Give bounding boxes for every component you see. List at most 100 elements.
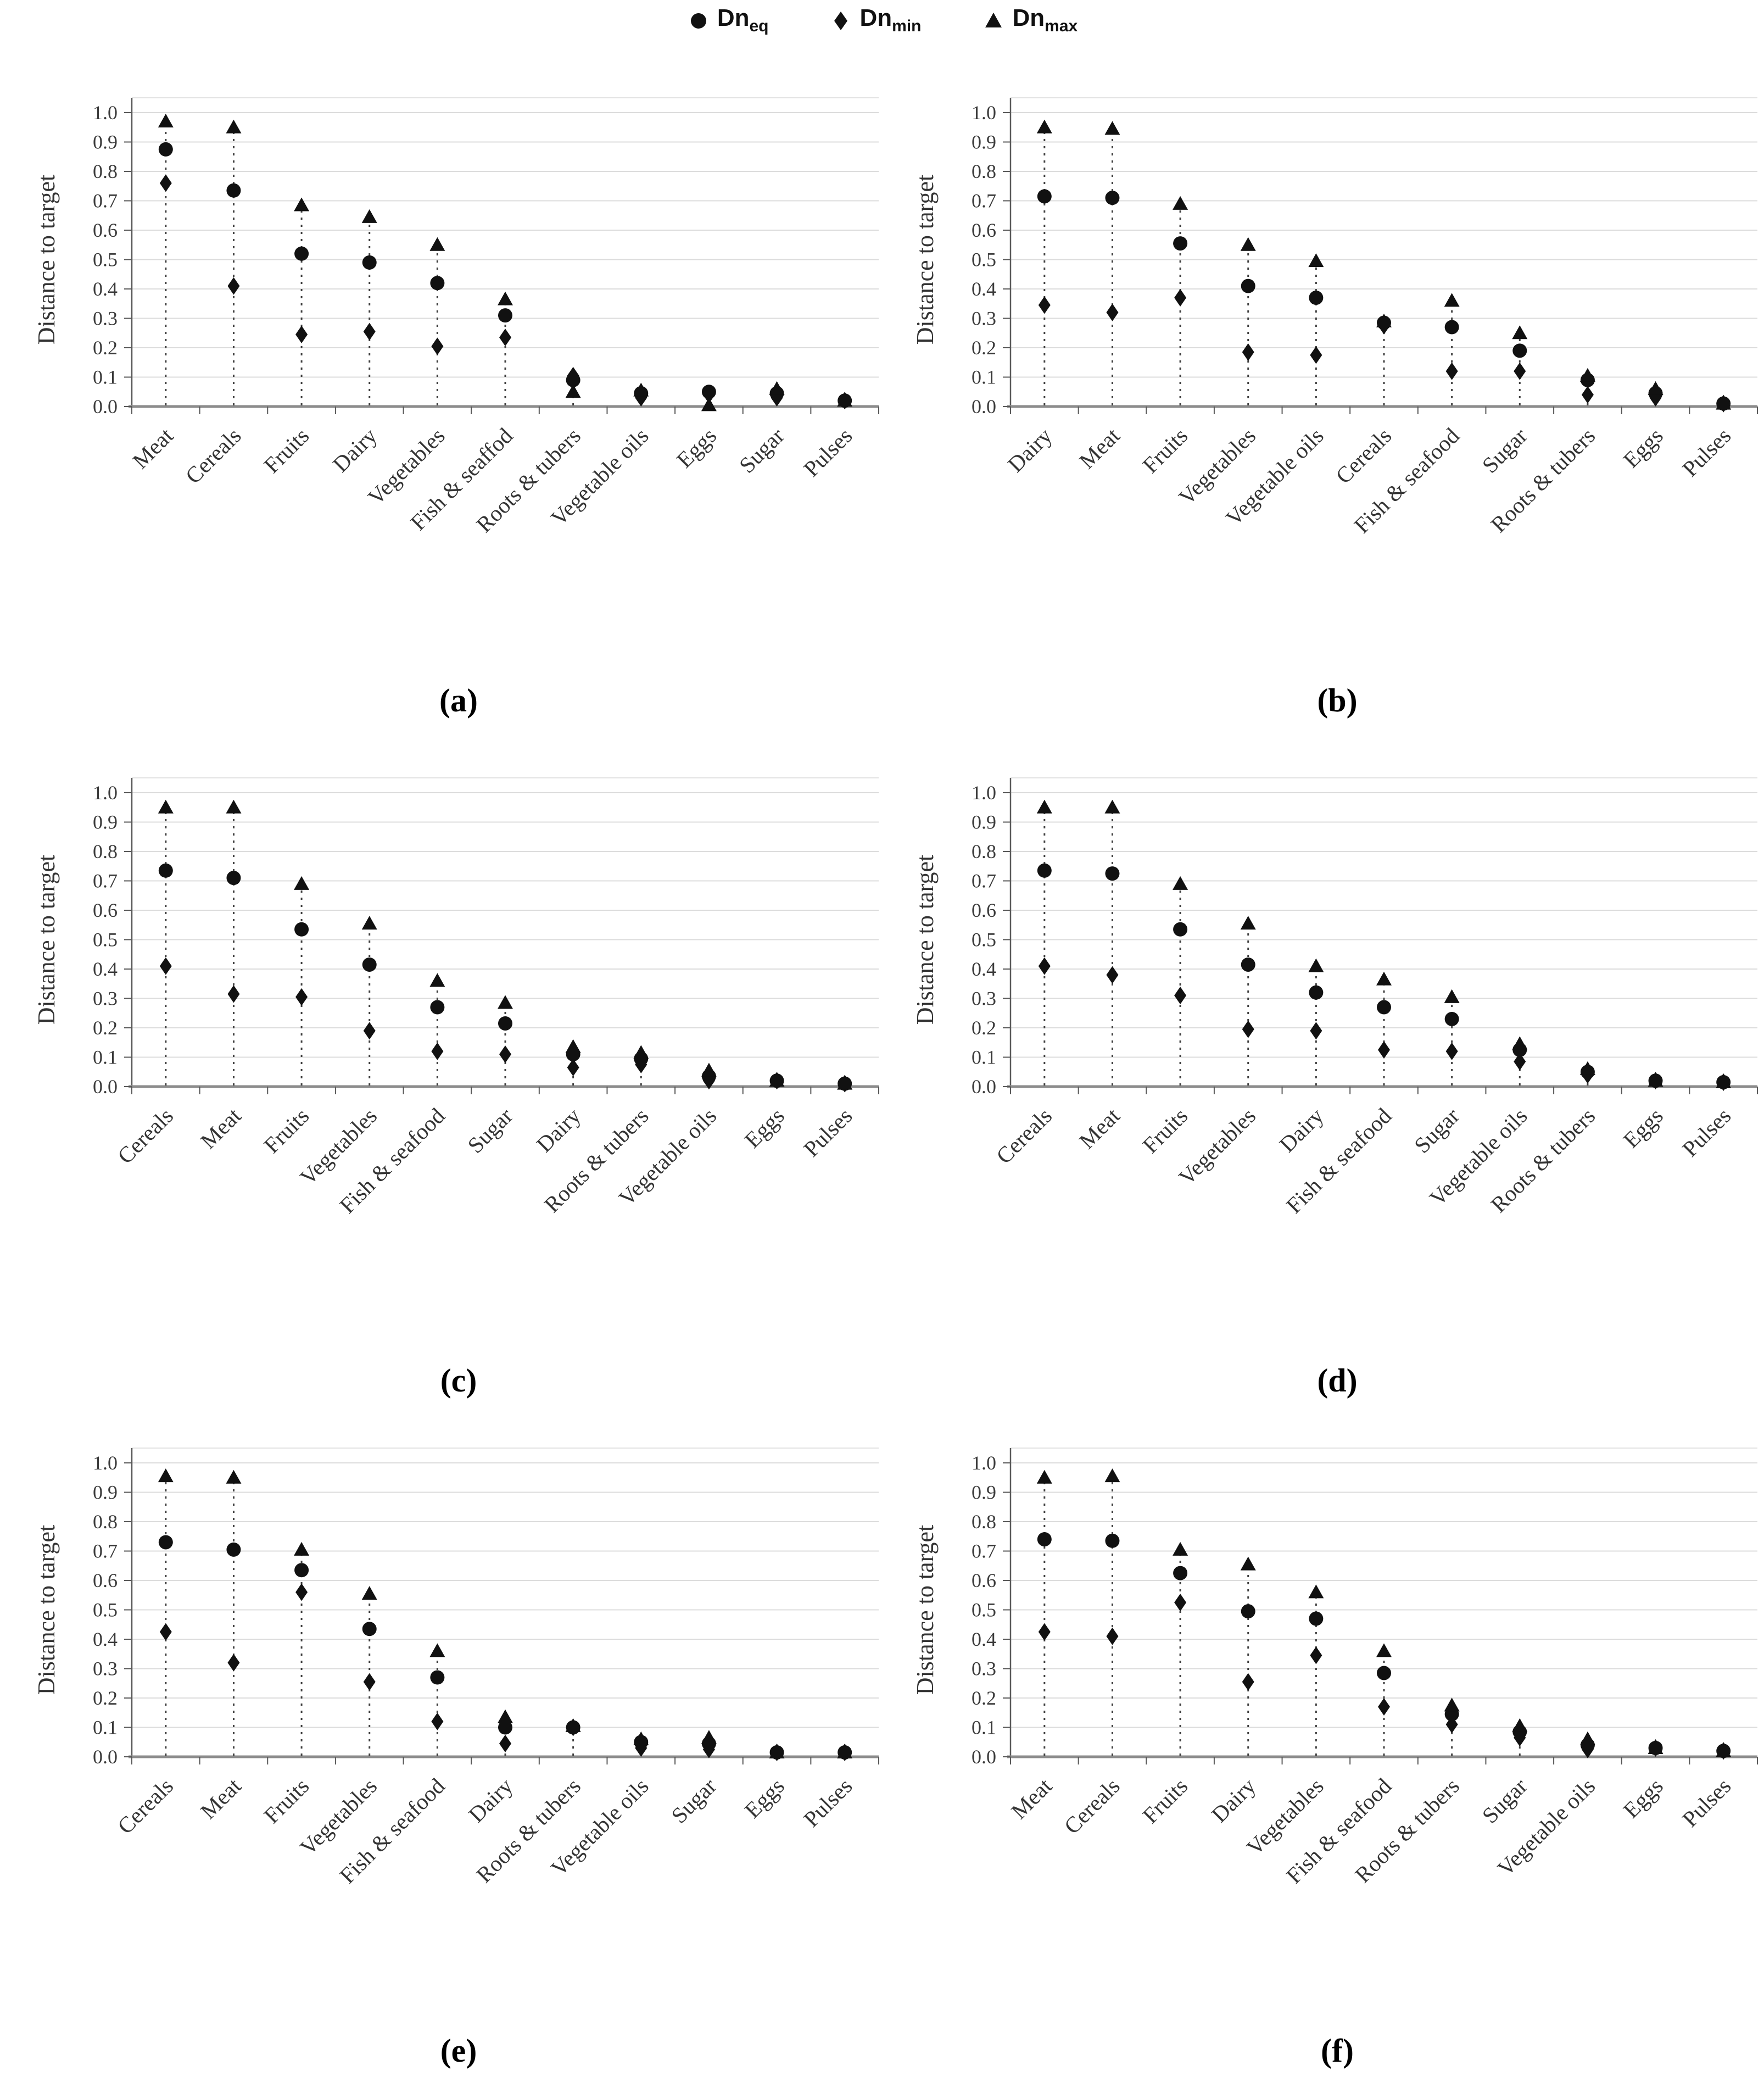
y-tick-label: 0.0 [972,396,996,417]
marker-dn_max [769,1744,785,1758]
y-tick-label: 0.6 [93,1569,118,1591]
marker-dn_max [158,1468,174,1483]
y-tick-label: 0.7 [972,190,996,212]
y-tick-label: 0.5 [972,929,996,951]
marker-dn_max [769,381,785,395]
y-tick-label: 0.0 [93,396,118,417]
marker-dn_min [499,329,511,347]
category-label: Meat [1006,1773,1057,1824]
category-label: Cereals [1059,1773,1124,1839]
category-label: Cereals [180,423,245,488]
y-tick-label: 0.7 [972,1540,996,1562]
marker-dn_max [769,1073,785,1087]
marker-dn_min [1106,1627,1119,1645]
marker-dn_eq [294,246,309,261]
y-tick-label: 0.3 [972,308,996,330]
marker-dn_min [1174,289,1187,307]
marker-dn_min [159,1623,172,1641]
marker-dn_min [227,1654,240,1672]
category-label: Pulses [1677,1773,1736,1832]
marker-dn_min [702,1740,715,1758]
marker-dn_max [565,1718,581,1732]
marker-dn_eq [1444,320,1459,335]
y-tick-label: 0.4 [972,278,996,300]
marker-dn_min [363,322,376,341]
marker-dn_eq [1173,1566,1188,1580]
marker-dn_max [1648,1740,1663,1754]
marker-dn_max [1240,916,1256,930]
marker-dn_eq [1309,291,1324,305]
marker-dn_eq [226,183,241,198]
y-tick-label: 0.5 [972,249,996,271]
marker-dn_min [1514,362,1526,380]
marker-dn_min [1242,1673,1254,1691]
marker-dn_max [1648,1073,1663,1087]
y-tick-label: 0.8 [93,840,118,862]
circle-icon [690,13,706,29]
legend-label: Dnmax [1012,4,1078,35]
marker-dn_max [1716,1743,1732,1757]
marker-dn_max [429,237,445,251]
category-label: Sugar [1477,423,1532,478]
marker-dn_eq [1444,1011,1459,1026]
marker-dn_eq [226,1542,241,1557]
marker-dn_min [499,1045,511,1064]
y-tick-label: 0.4 [972,958,996,980]
marker-dn_min [431,337,444,355]
marker-dn_max [429,973,445,987]
subplot-d: 0.0 0.1 0.2 0.3 0.4 0.5 0.6 0.7 0.8 0.9 1.0 Distanc… [909,751,1764,1400]
category-label: Eggs [1618,423,1668,473]
y-tick-label: 0.2 [93,337,118,359]
marker-dn_min [1106,966,1119,984]
y-tick-label: 0.6 [972,1569,996,1591]
marker-dn_eq [430,276,445,291]
marker-dn_max [1308,958,1324,972]
legend-label-subscript: min [892,16,922,35]
marker-dn_min [1310,1646,1322,1665]
marker-dn_eq [1105,1533,1120,1548]
y-tick-label: 0.0 [972,1076,996,1098]
marker-dn_eq [1173,236,1188,251]
marker-dn_eq [1173,922,1188,937]
category-label: Fruits [259,1103,314,1158]
y-tick-label: 0.9 [93,1482,118,1504]
y-tick-label: 1.0 [972,102,996,124]
marker-dn_max [498,291,513,305]
marker-dn_max [1376,971,1392,986]
y-tick-label: 0.9 [972,811,996,833]
subplot-e: 0.0 0.1 0.2 0.3 0.4 0.5 0.6 0.7 0.8 0.9 1.0 Distanc… [30,1422,887,2070]
category-label: Meat [127,422,178,474]
y-tick-label: 0.8 [972,840,996,862]
y-tick-label: 0.1 [972,366,996,388]
marker-dn_eq [1241,279,1255,293]
marker-dn_max [1648,381,1663,395]
marker-dn_max [1512,1718,1528,1732]
marker-dn_min [1242,1020,1254,1038]
y-tick-label: 1.0 [93,102,118,124]
marker-dn_min [295,325,308,343]
marker-dn_min [431,1042,444,1060]
marker-dn_max [1308,1584,1324,1599]
category-label: Pulses [799,1773,857,1832]
marker-dn_max [633,1045,649,1059]
marker-dn_min [499,1734,511,1752]
marker-dn_max [158,799,174,814]
chart-c: 0.0 0.1 0.2 0.3 0.4 0.5 0.6 0.7 0.8 0.9 1.0 Distanc… [33,777,879,1218]
y-tick-label: 0.7 [93,870,118,892]
marker-dn_max [1173,196,1188,210]
marker-dn_max [701,397,717,411]
y-tick-label: 0.5 [93,1599,118,1621]
marker-dn_min [363,1022,376,1040]
marker-dn_max [158,114,174,128]
marker-dn_max [1579,1731,1595,1745]
y-tick-label: 0.2 [972,1687,996,1709]
marker-dn_min [227,985,240,1003]
y-axis-title: Distance to target [33,855,60,1025]
category-label: Dairy [1003,422,1057,477]
marker-dn_min [1310,346,1322,364]
legend-label-subscript: max [1045,16,1078,35]
subplot-f: 0.0 0.1 0.2 0.3 0.4 0.5 0.6 0.7 0.8 0.9 1.0 Distanc… [909,1422,1764,2070]
category-label: Dairy [464,1773,518,1827]
y-axis-title: Distance to target [912,175,939,345]
marker-dn_max [1512,1036,1528,1050]
